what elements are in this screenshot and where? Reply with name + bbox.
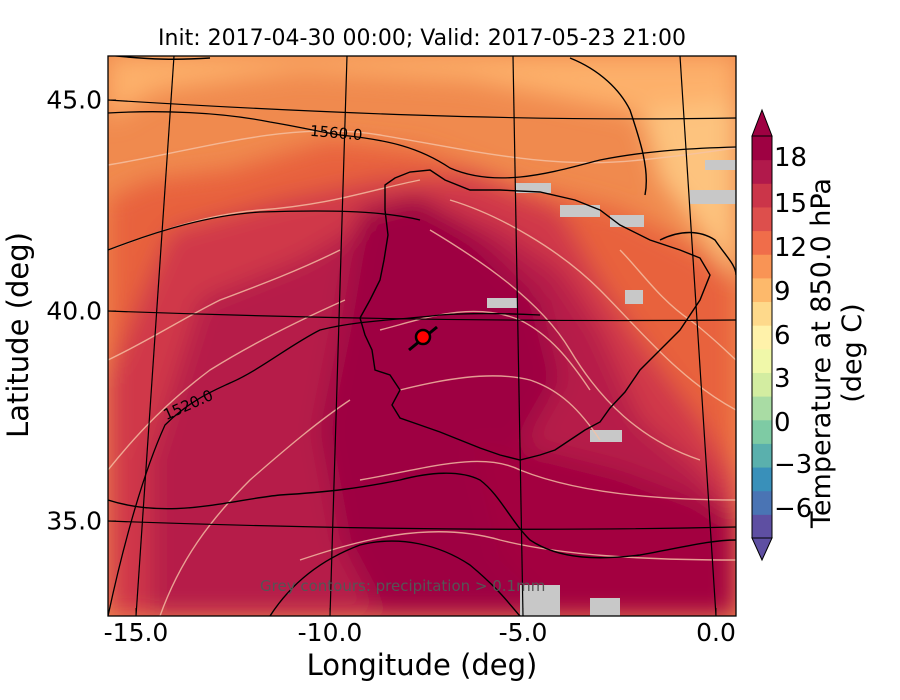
- temperature-field: [108, 56, 736, 616]
- colorbar-extend-min: [751, 537, 773, 562]
- map-title: Init: 2017-04-30 00:00; Valid: 2017-05-2…: [158, 26, 686, 51]
- plot-frame: [107, 55, 737, 617]
- colorbar-label: Temperature at 850.0 hPa (deg C): [806, 178, 868, 528]
- x-tick-label: 0.0: [696, 618, 736, 647]
- colorbar-segment: [752, 443, 772, 468]
- colorbar-tick-label: −3: [774, 450, 813, 480]
- colorbar-extend-max: [751, 108, 773, 137]
- y-tick-label: 40.0: [46, 296, 102, 326]
- colorbar-segment: [752, 254, 772, 279]
- y-tick-label: 35.0: [46, 506, 102, 536]
- colorbar-tick-label: 3: [774, 364, 791, 394]
- x-tick-label: -5.0: [498, 618, 548, 647]
- precip-patches: [487, 160, 736, 616]
- colorbar-segment: [752, 419, 772, 444]
- colorbar-segment: [752, 348, 772, 373]
- colorbar-segment: [752, 396, 772, 421]
- geopotential-contours: [108, 111, 736, 616]
- colorbar-tick-label: 6: [774, 321, 791, 351]
- x-tick-label: -10.0: [297, 618, 363, 647]
- colorbar-tick-label: 12: [774, 233, 808, 263]
- location-marker: [408, 325, 438, 352]
- colorbar-segment: [752, 301, 772, 326]
- colorbar-tick-label: 15: [774, 189, 808, 219]
- colorbar-segment: [752, 136, 772, 161]
- colorbar-segment: [752, 467, 772, 492]
- y-axis-label: Latitude (deg): [1, 232, 35, 438]
- precipitation-note: Grey contours: precipitation > 0.1mm: [260, 577, 546, 595]
- colorbar-frame: [751, 135, 773, 539]
- y-tick-label: 45.0: [46, 85, 102, 115]
- colorbar-segment: [752, 277, 772, 303]
- axis-ticks: [108, 99, 717, 616]
- colorbar-segment: [752, 206, 772, 232]
- x-tick-label: -15.0: [103, 618, 169, 647]
- colorbar-tick-label: −6: [774, 494, 813, 524]
- coastlines: [108, 56, 736, 616]
- colorbar-tick-label: 18: [774, 143, 808, 173]
- colorbar-tick-label: 0: [774, 408, 791, 438]
- colorbar-segment: [752, 372, 772, 397]
- graticule: [108, 56, 736, 616]
- colorbar-segment: [752, 159, 772, 184]
- colorbar-segment: [752, 183, 772, 208]
- colorbar-segment: [752, 514, 772, 539]
- colorbar: [751, 108, 773, 562]
- colorbar-segment: [752, 230, 772, 255]
- x-axis-label: Longitude (deg): [306, 648, 538, 682]
- colorbar-tick-label: 9: [774, 277, 791, 307]
- colorbar-segment: [752, 325, 772, 350]
- colorbar-segment: [752, 490, 772, 515]
